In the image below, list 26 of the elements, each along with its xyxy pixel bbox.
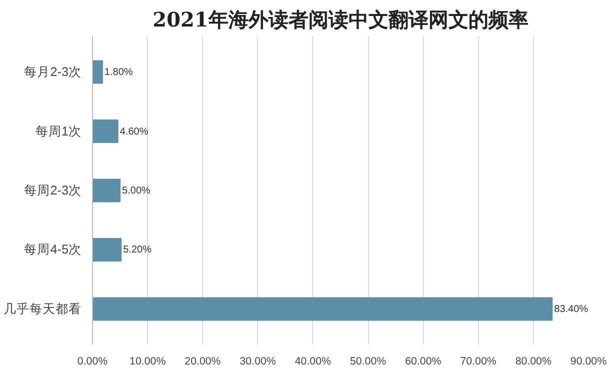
bar [92,238,122,262]
x-tick-label: 90.00% [570,356,608,368]
bar [92,60,103,84]
chart-title: 2021年海外读者阅读中文翻译网文的频率 [152,8,528,32]
y-tick-label: 几乎每天都看 [4,302,82,316]
x-tick-label: 70.00% [460,356,497,368]
data-label: 83.40% [554,304,588,315]
bar [92,178,121,202]
x-tick-label: 10.00% [130,356,166,368]
x-tick-label: 50.00% [350,356,387,368]
y-tick-label: 每周2-3次 [24,184,82,198]
x-tick-label: 0.00% [77,356,108,368]
bar [92,120,118,144]
y-tick-label: 每周1次 [35,124,82,138]
y-tick-label: 每月2-3次 [24,65,82,80]
data-label: 4.60% [120,126,148,138]
data-label: 5.00% [122,186,151,196]
data-label: 5.20% [123,244,152,256]
x-tick-label: 20.00% [184,356,222,368]
data-label: 1.80% [104,67,133,78]
x-tick-label: 80.00% [515,356,552,368]
x-tick-label: 40.00% [294,356,332,368]
y-tick-label: 每周4-5次 [24,242,82,257]
bar [92,297,553,321]
x-tick-label: 60.00% [405,356,442,368]
x-tick-label: 30.00% [240,356,276,368]
